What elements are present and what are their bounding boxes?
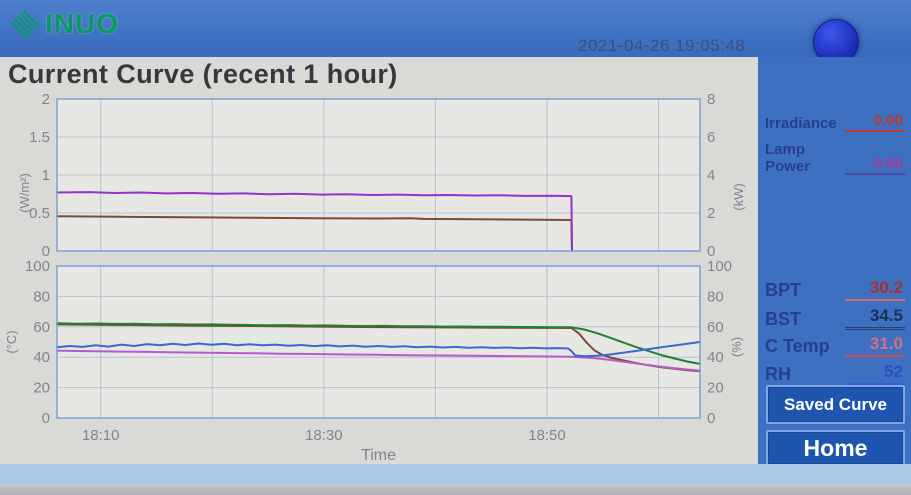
- temperature-humidity-chart: 0 20 40 60 80 100 0 20 40 60 80 100 (°C) (%) 18:10 18:3…: [4, 258, 744, 464]
- y-tick-label-right: 4: [707, 167, 715, 184]
- bottom-bezel: [0, 484, 911, 495]
- y-tick-label-left: 0: [42, 243, 50, 260]
- x-tick-label: 18:30: [305, 427, 343, 444]
- plot-area: [57, 266, 700, 418]
- y-tick-label-right: 20: [707, 380, 724, 397]
- readout-bst: BST 34.5: [765, 306, 905, 330]
- y-tick-label-left: 2: [42, 91, 50, 108]
- y-tick-label-right: 6: [707, 129, 715, 146]
- readout-label: Irradiance: [765, 115, 837, 132]
- readout-value: 34.5: [845, 306, 905, 330]
- top-bar: INUO 2021-04-26 19:05:48: [0, 0, 911, 65]
- plot-border: [56, 265, 701, 419]
- x-tick-label: 18:10: [82, 427, 120, 444]
- main-panel: Current Curve (recent 1 hour) 0 0.5 1 1.5 2 0…: [0, 57, 758, 464]
- readout-value: 0.00: [845, 112, 905, 132]
- logo-text: INUO: [45, 8, 119, 39]
- y-tick-label-left: 60: [33, 319, 50, 336]
- y-tick-label-right: 8: [707, 91, 715, 108]
- readout-label: BPT: [765, 280, 801, 300]
- y-tick-label-right: 0: [707, 410, 715, 427]
- readout-value: 30.2: [845, 278, 905, 301]
- y-tick-label-right: 40: [707, 349, 724, 366]
- sinuo-logo: INUO: [10, 8, 119, 40]
- y-tick-label-left: 0: [42, 410, 50, 427]
- readout-value: 0.00: [845, 155, 905, 175]
- side-panel: Irradiance 0.00 Lamp Power 0.00 BPT 30.2…: [758, 57, 911, 466]
- y-tick-label-right: 2: [707, 205, 715, 222]
- y-tick-label-right: 0: [707, 243, 715, 260]
- y-tick-label-right: 80: [707, 288, 724, 305]
- readout-irradiance: Irradiance 0.00: [765, 112, 905, 132]
- readout-label: Lamp Power: [765, 141, 811, 175]
- readout-label: BST: [765, 309, 801, 329]
- datetime-display: 2021-04-26 19:05:48: [578, 36, 746, 55]
- bst-line: [56, 322, 701, 365]
- y-tick-label-right: 100: [707, 258, 732, 275]
- left-axis-unit-label: (°C): [4, 330, 19, 353]
- plot-border: [56, 98, 701, 252]
- right-axis-unit-label: (kW): [731, 183, 746, 210]
- readout-bpt: BPT 30.2: [765, 278, 905, 301]
- y-tick-label-left: 80: [33, 288, 50, 305]
- right-axis-unit-label: (%): [729, 337, 744, 357]
- y-tick-label-left: 1.5: [29, 129, 50, 146]
- x-axis-title: Time: [361, 447, 396, 464]
- y-tick-label-left: 1: [42, 167, 50, 184]
- rh-line: [56, 341, 701, 358]
- readout-rh: RH 52: [765, 362, 905, 385]
- y-tick-label-left: 40: [33, 349, 50, 366]
- readout-value: 52: [845, 362, 905, 385]
- readout-label: C Temp: [765, 336, 830, 356]
- sinuo-diamond-icon: [10, 8, 42, 40]
- page-title: Current Curve (recent 1 hour): [8, 59, 398, 89]
- irradiance-lamp-power-chart: 0 0.5 1 1.5 2 0 2 4 6 8 (W/m²) (kW): [17, 91, 746, 260]
- c-temp-line: [56, 349, 701, 372]
- readout-value: 31.0: [845, 334, 905, 357]
- readout-c-temp: C Temp 31.0: [765, 334, 905, 357]
- y-tick-label-left: 100: [25, 258, 50, 275]
- bottom-strip: [0, 464, 911, 484]
- saved-curve-button[interactable]: Saved Curve: [766, 385, 905, 424]
- lamp-power-line: [56, 191, 573, 252]
- home-button[interactable]: Home: [766, 430, 905, 466]
- y-tick-label-left: 0.5: [29, 205, 50, 222]
- readout-lamp-power: Lamp Power 0.00: [765, 141, 905, 175]
- y-tick-label-right: 60: [707, 319, 724, 336]
- left-axis-unit-label: (W/m²): [17, 173, 32, 213]
- y-tick-label-left: 20: [33, 380, 50, 397]
- readout-label: RH: [765, 364, 791, 384]
- x-tick-label: 18:50: [528, 427, 566, 444]
- irradiance-line: [56, 215, 573, 252]
